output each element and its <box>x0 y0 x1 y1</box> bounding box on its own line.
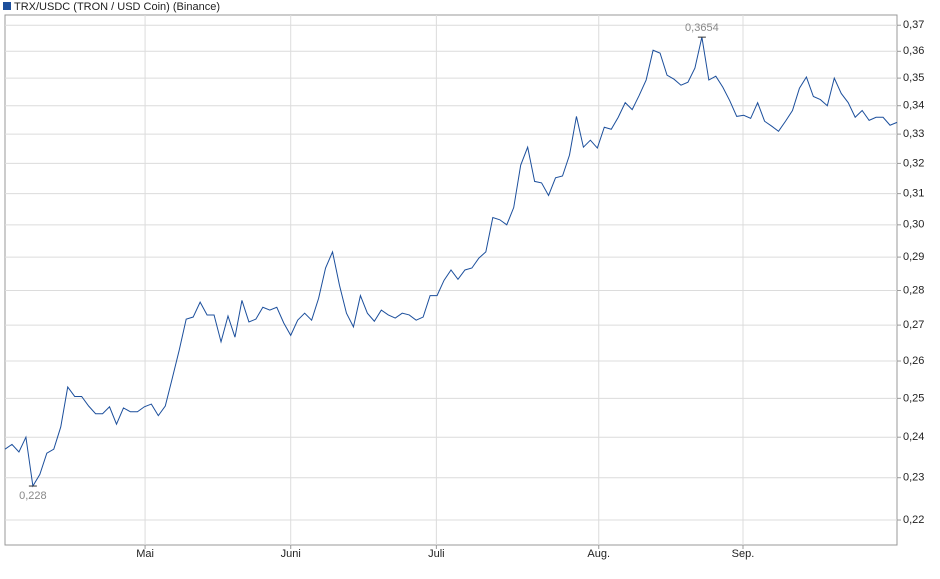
y-tick-label: 0,26 <box>903 355 924 367</box>
x-tick-label: Sep. <box>732 548 755 560</box>
y-tick-label: 0,33 <box>903 128 924 140</box>
x-tick-label: Juli <box>428 548 445 560</box>
y-tick-label: 0,22 <box>903 514 924 526</box>
price-line <box>4 37 898 488</box>
y-tick-label: 0,30 <box>903 219 924 231</box>
annotation-label: 0,3654 <box>685 22 719 34</box>
x-tick-label: Mai <box>136 548 154 560</box>
y-tick-label: 0,32 <box>903 157 924 169</box>
y-tick-label: 0,36 <box>903 45 924 57</box>
y-tick-label: 0,28 <box>903 284 924 296</box>
x-tick-label: Juni <box>281 548 301 560</box>
y-tick-label: 0,25 <box>903 392 924 404</box>
legend-label: TRX/USDC (TRON / USD Coin) (Binance) <box>14 1 220 13</box>
y-tick-label: 0,27 <box>903 319 924 331</box>
x-tick-label: Aug. <box>587 548 610 560</box>
y-tick-label: 0,35 <box>903 72 924 84</box>
y-tick-label: 0,34 <box>903 100 924 112</box>
y-tick-label: 0,37 <box>903 19 924 31</box>
annotation-label: 0,228 <box>19 490 47 502</box>
y-tick-label: 0,29 <box>903 251 924 263</box>
legend-swatch <box>3 2 11 10</box>
y-tick-label: 0,31 <box>903 188 924 200</box>
y-tick-label: 0,24 <box>903 431 924 443</box>
y-tick-label: 0,23 <box>903 472 924 484</box>
plot-frame <box>4 14 898 546</box>
